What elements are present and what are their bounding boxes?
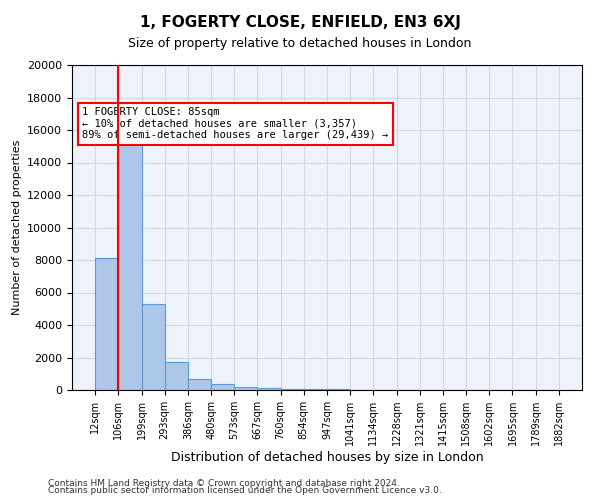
- Bar: [188, 378, 211, 390]
- Bar: [257, 388, 281, 390]
- X-axis label: Distribution of detached houses by size in London: Distribution of detached houses by size …: [170, 451, 484, 464]
- Text: 1, FOGERTY CLOSE, ENFIELD, EN3 6XJ: 1, FOGERTY CLOSE, ENFIELD, EN3 6XJ: [140, 15, 460, 30]
- Bar: [95, 258, 118, 390]
- Bar: [281, 388, 304, 390]
- Bar: [304, 389, 327, 390]
- Text: Contains public sector information licensed under the Open Government Licence v3: Contains public sector information licen…: [48, 486, 442, 495]
- Text: Contains HM Land Registry data © Crown copyright and database right 2024.: Contains HM Land Registry data © Crown c…: [48, 478, 400, 488]
- Bar: [165, 362, 188, 390]
- Bar: [142, 304, 165, 390]
- Text: Size of property relative to detached houses in London: Size of property relative to detached ho…: [128, 38, 472, 51]
- Y-axis label: Number of detached properties: Number of detached properties: [11, 140, 22, 315]
- Bar: [234, 387, 257, 390]
- Bar: [211, 384, 234, 390]
- Text: 1 FOGERTY CLOSE: 85sqm
← 10% of detached houses are smaller (3,357)
89% of semi-: 1 FOGERTY CLOSE: 85sqm ← 10% of detached…: [82, 108, 388, 140]
- Bar: [118, 118, 142, 390]
